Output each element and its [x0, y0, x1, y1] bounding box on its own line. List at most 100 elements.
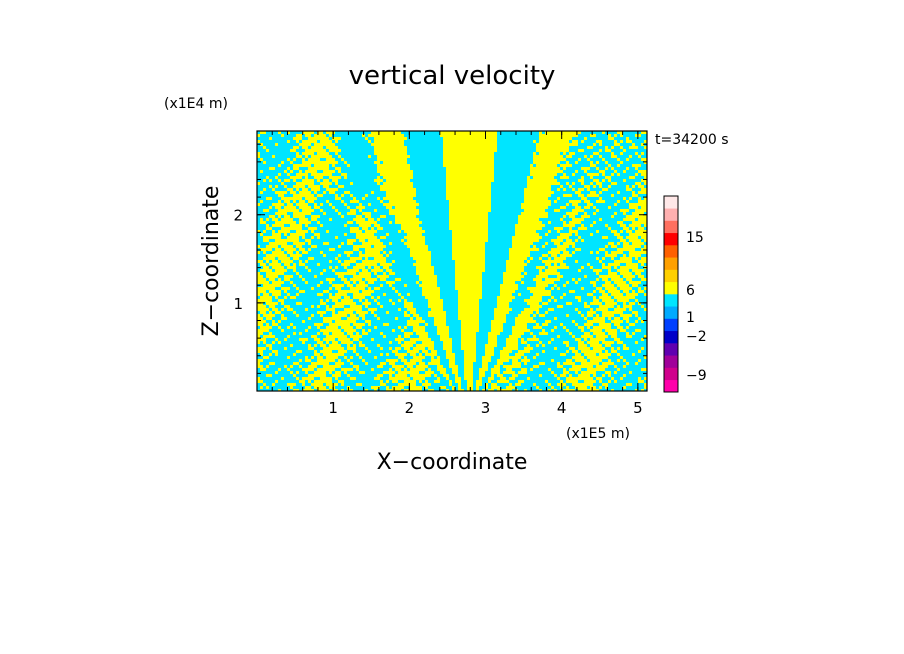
heatmap-cell	[290, 224, 302, 227]
heatmap-cell	[626, 140, 632, 143]
heatmap-cell	[608, 263, 620, 266]
heatmap-cell	[338, 170, 341, 173]
heatmap-cell	[443, 143, 497, 146]
heatmap-cell	[464, 368, 473, 371]
heatmap-cell	[566, 203, 569, 206]
heatmap-cell	[599, 248, 605, 251]
heatmap-cell	[602, 188, 608, 191]
heatmap-cell	[362, 242, 383, 245]
heatmap-cell	[275, 296, 278, 299]
heatmap-cell	[293, 353, 296, 356]
heatmap-cell	[416, 365, 428, 368]
heatmap-cell	[584, 155, 587, 158]
heatmap-cell	[299, 218, 308, 221]
heatmap-cell	[608, 332, 617, 335]
heatmap-cell	[617, 221, 623, 224]
heatmap-cell	[605, 224, 608, 227]
heatmap-cell	[587, 320, 605, 323]
heatmap-cell	[446, 197, 491, 200]
heatmap-cell	[410, 317, 413, 320]
heatmap-cell	[449, 215, 488, 218]
heatmap-cell	[572, 218, 584, 221]
heatmap-cell	[311, 155, 332, 158]
heatmap-cell	[299, 221, 311, 224]
heatmap-cell	[452, 251, 485, 254]
heatmap-cell	[260, 200, 263, 203]
heatmap-cell	[497, 359, 509, 362]
heatmap-cell	[260, 158, 263, 161]
heatmap-cell	[581, 176, 584, 179]
heatmap-cell	[497, 374, 503, 377]
heatmap-cell	[299, 332, 302, 335]
heatmap-cell	[530, 296, 542, 299]
heatmap-cell	[419, 284, 437, 287]
heatmap-cell	[257, 329, 269, 332]
heatmap-cell	[605, 287, 617, 290]
heatmap-cell	[641, 347, 644, 350]
heatmap-cell	[455, 284, 482, 287]
heatmap-cell	[509, 254, 530, 257]
heatmap-cell	[629, 206, 638, 209]
heatmap-cell	[257, 134, 260, 137]
heatmap-cell	[293, 164, 311, 167]
heatmap-cell	[626, 188, 632, 191]
heatmap-cell	[611, 335, 617, 338]
heatmap-cell	[299, 143, 311, 146]
heatmap-cell	[512, 332, 524, 335]
heatmap-cell	[293, 332, 296, 335]
heatmap-cell	[290, 254, 302, 257]
heatmap-cell	[335, 293, 347, 296]
heatmap-cell	[611, 350, 617, 353]
heatmap-cell	[605, 329, 617, 332]
heatmap-cell	[299, 338, 308, 341]
heatmap-cell	[431, 356, 434, 359]
heatmap-cell	[278, 278, 281, 281]
heatmap-cell	[374, 179, 383, 182]
heatmap-cell	[524, 209, 545, 212]
heatmap-cell	[539, 257, 542, 260]
heatmap-cell	[377, 182, 380, 185]
heatmap-cell	[635, 299, 638, 302]
heatmap-cell	[413, 329, 425, 332]
heatmap-cell	[296, 272, 299, 275]
heatmap-cell	[440, 131, 497, 134]
heatmap-cell	[512, 374, 518, 377]
heatmap-cell	[359, 314, 365, 317]
heatmap-cell	[608, 137, 614, 140]
heatmap-cell	[629, 155, 632, 158]
heatmap-cell	[347, 344, 350, 347]
heatmap-cell	[287, 368, 290, 371]
heatmap-cell	[332, 206, 335, 209]
heatmap-cell	[314, 386, 326, 389]
heatmap-cell	[302, 341, 305, 344]
heatmap-cell	[458, 293, 482, 296]
heatmap-cell	[632, 332, 635, 335]
heatmap-cell	[509, 335, 521, 338]
heatmap-cell	[569, 221, 581, 224]
heatmap-cell	[257, 272, 260, 275]
heatmap-cell	[272, 308, 278, 311]
heatmap-cell	[611, 215, 614, 218]
heatmap-cell	[335, 272, 356, 275]
heatmap-cell	[347, 347, 356, 350]
heatmap-cell	[530, 368, 533, 371]
heatmap-cell	[614, 266, 617, 269]
heatmap-cell	[413, 326, 425, 329]
heatmap-cell	[347, 164, 350, 167]
heatmap-cell	[332, 389, 338, 391]
heatmap-cell	[611, 293, 623, 296]
heatmap-cell	[638, 302, 641, 305]
heatmap-cell	[533, 140, 536, 143]
heatmap-cell	[596, 314, 599, 317]
heatmap-cell	[458, 386, 461, 389]
colorbar-tick-label: −2	[686, 329, 707, 345]
heatmap-cell	[389, 341, 392, 344]
heatmap-cell	[347, 284, 353, 287]
heatmap-cell	[326, 188, 338, 191]
heatmap-cell	[605, 149, 611, 152]
heatmap-cell	[590, 344, 602, 347]
heatmap-cell	[641, 236, 647, 239]
heatmap-cell	[500, 350, 512, 353]
heatmap-cell	[314, 275, 317, 278]
heatmap-cell	[395, 290, 398, 293]
